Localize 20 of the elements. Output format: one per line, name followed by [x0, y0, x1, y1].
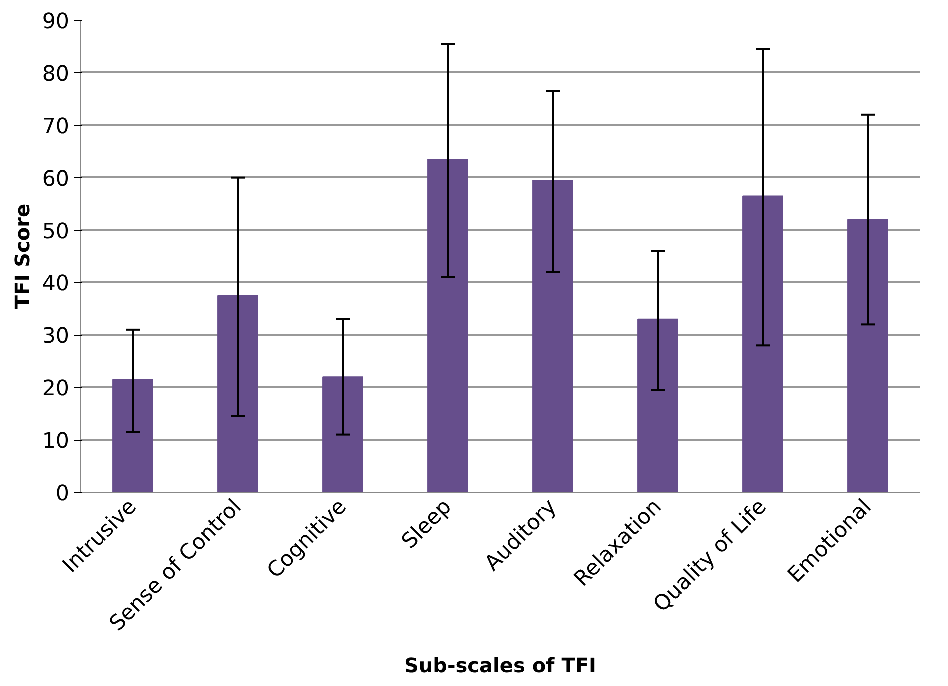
- bar: [742, 196, 784, 492]
- bar: [428, 158, 468, 492]
- bar: [848, 219, 888, 492]
- bar: [322, 376, 364, 492]
- bar: [112, 379, 154, 492]
- bar: [218, 295, 258, 492]
- y-tick-label: 70: [42, 114, 70, 140]
- x-axis-title: Sub-scales of TFI: [404, 653, 596, 678]
- y-tick-label: 30: [42, 324, 70, 350]
- bar: [638, 318, 678, 492]
- y-tick-label: 10: [42, 429, 70, 454]
- y-tick-label: 50: [42, 219, 70, 244]
- y-axis-title: TFI Score: [10, 204, 34, 310]
- y-tick-label: 90: [42, 10, 70, 34]
- bar: [532, 180, 574, 492]
- y-tick-label: 80: [42, 62, 70, 87]
- y-tick-label: 60: [42, 166, 70, 192]
- y-tick-label: 40: [42, 272, 70, 297]
- y-tick-label: 0: [56, 482, 70, 506]
- y-tick-label: 20: [42, 376, 70, 402]
